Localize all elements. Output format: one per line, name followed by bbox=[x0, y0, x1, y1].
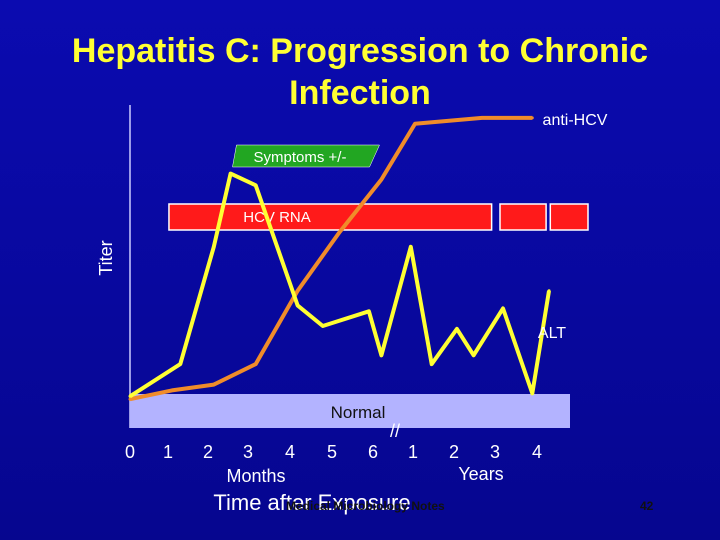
band-label-symptoms: Symptoms +/- bbox=[254, 149, 347, 166]
title-line-1: Hepatitis C: Progression to Chronic bbox=[71, 32, 649, 70]
x-tick-label-months-3: 3 bbox=[243, 442, 253, 462]
series-point-1-6 bbox=[321, 324, 325, 328]
axis-break: // bbox=[390, 421, 400, 441]
page-number: 42 bbox=[640, 499, 654, 513]
series-point-0-8 bbox=[480, 116, 484, 120]
series-point-1-8 bbox=[379, 353, 383, 357]
x-tick-label-months-0: 0 bbox=[125, 442, 135, 462]
title-line-2: Infection bbox=[289, 74, 431, 112]
series-label-anti-hcv: anti-HCV bbox=[543, 112, 608, 129]
band-label-hcv-rna: HCV RNA bbox=[243, 209, 311, 226]
x-tick-label-years-2: 2 bbox=[449, 442, 459, 462]
y-axis-title: Titer bbox=[96, 240, 116, 275]
band-normal-0 bbox=[130, 394, 570, 428]
x-tick-label-months-6: 6 bbox=[368, 442, 378, 462]
series-point-1-15 bbox=[547, 289, 551, 293]
band-hcv-rna-0 bbox=[168, 203, 493, 231]
footer-source: Medical Microbiology Notes bbox=[286, 499, 445, 513]
series-label-alt: ALT bbox=[538, 325, 566, 342]
band-symptoms bbox=[232, 144, 380, 168]
band-hcv-rna-2 bbox=[549, 203, 589, 231]
series-point-0-7 bbox=[413, 122, 417, 126]
series-point-1-14 bbox=[530, 391, 534, 395]
series-point-0-6 bbox=[379, 177, 383, 181]
series-point-0-3 bbox=[254, 362, 258, 366]
series-point-0-9 bbox=[530, 116, 534, 120]
x-tick-label-months-1: 1 bbox=[163, 442, 173, 462]
x-group-label-months: Months bbox=[226, 466, 285, 486]
band-hcv-rna-1 bbox=[499, 203, 547, 231]
series-line-alt bbox=[128, 171, 551, 398]
series-point-1-5 bbox=[296, 303, 300, 307]
x-tick-label-months-2: 2 bbox=[203, 442, 213, 462]
x-tick-label-years-3: 3 bbox=[490, 442, 500, 462]
series-point-1-11 bbox=[455, 327, 459, 331]
series-point-0-5 bbox=[338, 230, 342, 234]
x-tick-label-months-5: 5 bbox=[327, 442, 337, 462]
series-point-1-12 bbox=[472, 353, 476, 357]
series-point-0-4 bbox=[296, 289, 300, 293]
series-point-1-1 bbox=[178, 362, 182, 366]
series-point-1-13 bbox=[501, 306, 505, 310]
series-point-1-3 bbox=[229, 172, 233, 176]
series-point-1-9 bbox=[409, 245, 413, 249]
x-tick-label-months-4: 4 bbox=[285, 442, 295, 462]
series-point-1-2 bbox=[212, 245, 216, 249]
x-tick-label-years-4: 4 bbox=[532, 442, 542, 462]
series-point-1-0 bbox=[128, 394, 132, 398]
x-tick-label-years-1: 1 bbox=[408, 442, 418, 462]
series-point-0-0 bbox=[128, 397, 132, 401]
x-axis-title: Time after Exposure bbox=[213, 490, 410, 515]
series-line-anti-hcv bbox=[129, 115, 533, 402]
series-point-0-2 bbox=[212, 383, 216, 387]
series-point-1-4 bbox=[254, 183, 258, 187]
series-point-1-7 bbox=[367, 309, 371, 313]
series-point-1-10 bbox=[430, 362, 434, 366]
band-label-normal: Normal bbox=[331, 403, 386, 422]
slide-title: Hepatitis C: Progression to Chronic Infe… bbox=[0, 30, 720, 114]
x-group-label-years: Years bbox=[458, 464, 503, 484]
series-point-0-1 bbox=[170, 388, 174, 392]
